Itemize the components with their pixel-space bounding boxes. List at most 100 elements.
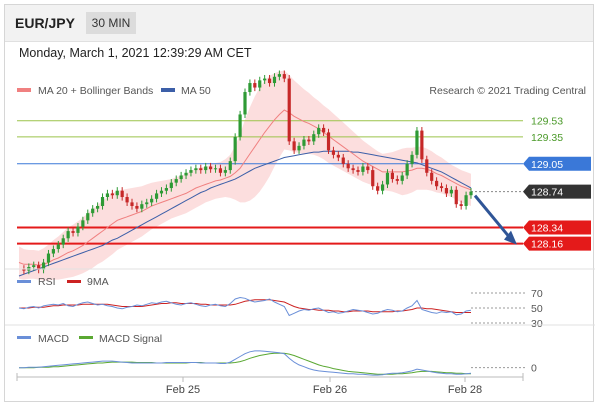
candle-body xyxy=(140,204,144,209)
candle-body xyxy=(439,186,444,189)
rsi-panel: 70 50 30 xyxy=(18,288,543,330)
candle-body xyxy=(169,182,173,189)
copyright-label: Research © 2021 Trading Central xyxy=(429,85,586,97)
candle-body xyxy=(459,204,463,206)
level-tag-128.34: 128.34 xyxy=(531,223,563,235)
ma20-line xyxy=(18,109,472,266)
candle-body xyxy=(199,168,203,171)
candle-body xyxy=(307,139,311,142)
macd-tick-0: 0 xyxy=(531,363,537,375)
rsi-tick-50: 50 xyxy=(531,303,543,315)
candle-body xyxy=(336,154,340,158)
candle-body xyxy=(22,268,26,271)
ma50-line xyxy=(18,150,472,277)
ma50-legend-swatch xyxy=(161,88,175,92)
ma50-legend-label: MA 50 xyxy=(181,85,211,97)
candle-body xyxy=(380,184,385,191)
macd-panel: 0 xyxy=(19,350,537,376)
candle-body xyxy=(248,83,252,93)
candle-body xyxy=(86,213,90,221)
candle-body xyxy=(326,132,331,151)
candle-body xyxy=(258,80,262,88)
forecast-arrow-head xyxy=(504,230,517,245)
candle-body xyxy=(346,163,350,169)
candle-body xyxy=(135,205,139,209)
candle-body xyxy=(209,166,213,170)
candle-body xyxy=(263,78,267,81)
candle-body xyxy=(282,74,286,79)
candle-body xyxy=(91,208,95,214)
candle-body xyxy=(317,127,321,135)
candle-body xyxy=(76,226,80,233)
candle-body xyxy=(420,130,424,160)
level-tags: 129.53 129.35 129.05 128.74 128.34 128.16 xyxy=(523,116,591,251)
candle-body xyxy=(272,76,277,84)
candle-body xyxy=(145,202,149,205)
candle-body xyxy=(243,92,247,115)
candle-body xyxy=(444,188,449,194)
rsi-line xyxy=(18,296,472,317)
candle-body xyxy=(51,249,55,254)
candle-body xyxy=(366,166,370,171)
candle-body xyxy=(297,145,301,151)
candle-body xyxy=(110,193,114,196)
rsi-legend-swatch xyxy=(17,280,31,283)
candle-body xyxy=(204,166,208,171)
price-legend: MA 20 + Bollinger Bands MA 50 Research ©… xyxy=(17,85,586,97)
candle-body xyxy=(454,189,458,205)
candle-body xyxy=(390,172,394,180)
level-tag-128.74: 128.74 xyxy=(531,187,563,199)
candle-body xyxy=(233,136,237,162)
macd-signal-legend-swatch xyxy=(79,336,93,339)
candle-body xyxy=(361,166,365,172)
ma20-legend-label: MA 20 + Bollinger Bands xyxy=(38,85,153,97)
level-tag-box-128.74 xyxy=(523,184,591,199)
level-tag-129.05: 129.05 xyxy=(531,159,563,171)
candle-body xyxy=(105,193,110,198)
candle-body xyxy=(376,186,380,191)
candle-body xyxy=(322,127,326,133)
candle-body xyxy=(351,168,355,171)
level-tag-box-128.34 xyxy=(523,220,591,235)
level-tag-128.16: 128.16 xyxy=(531,239,563,251)
candle-body xyxy=(415,130,419,155)
candle-body xyxy=(356,170,360,172)
candle-body xyxy=(253,83,257,88)
x-tick-label: Feb 26 xyxy=(313,384,347,396)
candle-body xyxy=(267,78,272,84)
candle-body xyxy=(425,159,429,173)
candle-body xyxy=(400,175,404,181)
candle-body xyxy=(287,78,291,142)
candle-body xyxy=(115,190,119,196)
x-axis: Feb 25 Feb 26 Feb 28 xyxy=(16,373,524,396)
candle-body xyxy=(66,231,70,239)
macd-legend-swatch xyxy=(17,336,31,339)
ma20-legend-swatch xyxy=(17,88,31,92)
candle-body xyxy=(174,179,178,183)
x-tick-label: Feb 28 xyxy=(448,384,482,396)
symbol-label: EUR/JPY xyxy=(15,15,75,31)
timeframe-button[interactable]: 30 MIN xyxy=(86,12,136,34)
rsi-legend: RSI 9MA xyxy=(17,276,109,288)
candle-body xyxy=(71,231,75,233)
candle-body xyxy=(371,170,375,187)
candle-body xyxy=(81,220,85,227)
level-tag-box-128.16 xyxy=(523,236,591,251)
candle-body xyxy=(184,172,188,176)
candle-body xyxy=(218,168,223,173)
candle-body xyxy=(130,202,134,206)
x-tick-label: Feb 25 xyxy=(166,384,200,396)
level-lines xyxy=(17,120,523,245)
candle-body xyxy=(150,198,154,203)
rsi-legend-label: RSI xyxy=(38,276,56,288)
candle-body xyxy=(154,193,159,199)
candle-body xyxy=(223,170,227,173)
candle-body xyxy=(189,170,193,173)
macd-legend-label: MACD xyxy=(38,333,69,345)
nine-ma-legend-label: 9MA xyxy=(87,276,109,288)
rsi-tick-70: 70 xyxy=(531,288,543,300)
nine-ma-legend-swatch xyxy=(67,280,81,283)
candle-body xyxy=(435,180,439,187)
candle-body xyxy=(341,157,345,164)
macd-line xyxy=(19,350,472,376)
